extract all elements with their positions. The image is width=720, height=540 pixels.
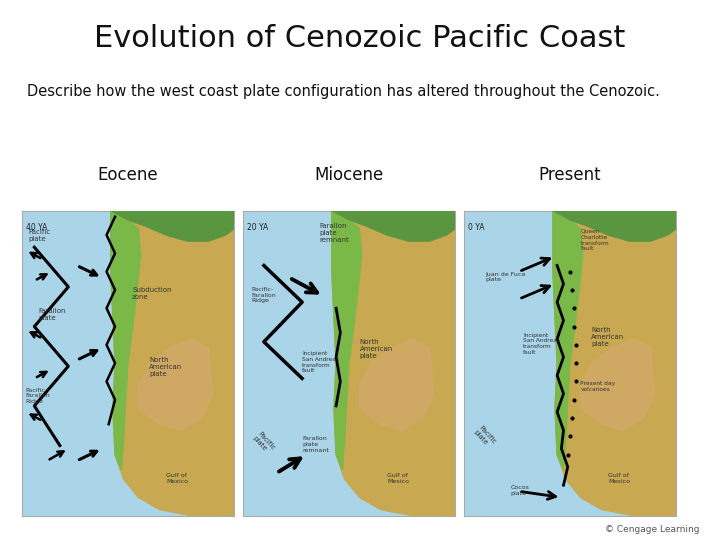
- Text: Pacific-
Farallon
Ridge: Pacific- Farallon Ridge: [26, 388, 50, 404]
- Text: Present day
volcanoes: Present day volcanoes: [580, 381, 616, 392]
- Polygon shape: [332, 211, 361, 470]
- Text: Miocene: Miocene: [314, 166, 384, 184]
- Text: Pacific
plate: Pacific plate: [251, 430, 276, 456]
- Text: Incipient
San Andreas
transform
fault: Incipient San Andreas transform fault: [523, 333, 560, 355]
- Text: Gulf of
Mexico: Gulf of Mexico: [166, 473, 188, 484]
- Text: Juan de Fuca
plate: Juan de Fuca plate: [485, 272, 525, 282]
- Polygon shape: [111, 211, 234, 241]
- Text: Farallon
plate
remnant: Farallon plate remnant: [319, 223, 349, 243]
- Text: Incipient
San Andreas
transform
fault: Incipient San Andreas transform fault: [302, 351, 339, 373]
- Polygon shape: [332, 211, 455, 516]
- Polygon shape: [553, 211, 582, 470]
- Polygon shape: [332, 211, 455, 241]
- Polygon shape: [111, 211, 234, 516]
- Text: Farallon
plate
remnant: Farallon plate remnant: [302, 436, 329, 453]
- Polygon shape: [553, 211, 676, 241]
- Text: 20 YA: 20 YA: [247, 223, 268, 232]
- Text: Queen
Charlotte
transform
fault: Queen Charlotte transform fault: [580, 229, 609, 251]
- Text: Present: Present: [539, 166, 601, 184]
- Polygon shape: [359, 339, 433, 430]
- Text: 0 YA: 0 YA: [468, 223, 485, 232]
- Text: North
American
plate: North American plate: [591, 327, 624, 347]
- Polygon shape: [111, 211, 140, 470]
- Text: © Cengage Learning: © Cengage Learning: [606, 524, 700, 534]
- Text: Gulf of
Mexico: Gulf of Mexico: [387, 473, 409, 484]
- Polygon shape: [580, 339, 655, 430]
- Text: Subduction
zone: Subduction zone: [132, 287, 171, 300]
- Polygon shape: [553, 211, 676, 516]
- Text: North
American
plate: North American plate: [149, 357, 182, 377]
- Text: Evolution of Cenozoic Pacific Coast: Evolution of Cenozoic Pacific Coast: [94, 24, 626, 53]
- Text: 40 YA: 40 YA: [26, 223, 48, 232]
- Text: Describe how the west coast plate configuration has altered throughout the Cenoz: Describe how the west coast plate config…: [27, 84, 660, 99]
- Text: Farallon
plate: Farallon plate: [39, 308, 66, 321]
- Text: Pacific
plate: Pacific plate: [472, 424, 497, 449]
- Polygon shape: [138, 339, 213, 430]
- Text: Pacific
plate: Pacific plate: [28, 229, 50, 242]
- Text: Pacific-
Farallon
Ridge: Pacific- Farallon Ridge: [251, 287, 276, 303]
- Text: North
American
plate: North American plate: [359, 339, 392, 359]
- Text: Cocos
plate: Cocos plate: [510, 485, 529, 496]
- Text: Eocene: Eocene: [97, 166, 158, 184]
- Text: Gulf of
Mexico: Gulf of Mexico: [608, 473, 630, 484]
